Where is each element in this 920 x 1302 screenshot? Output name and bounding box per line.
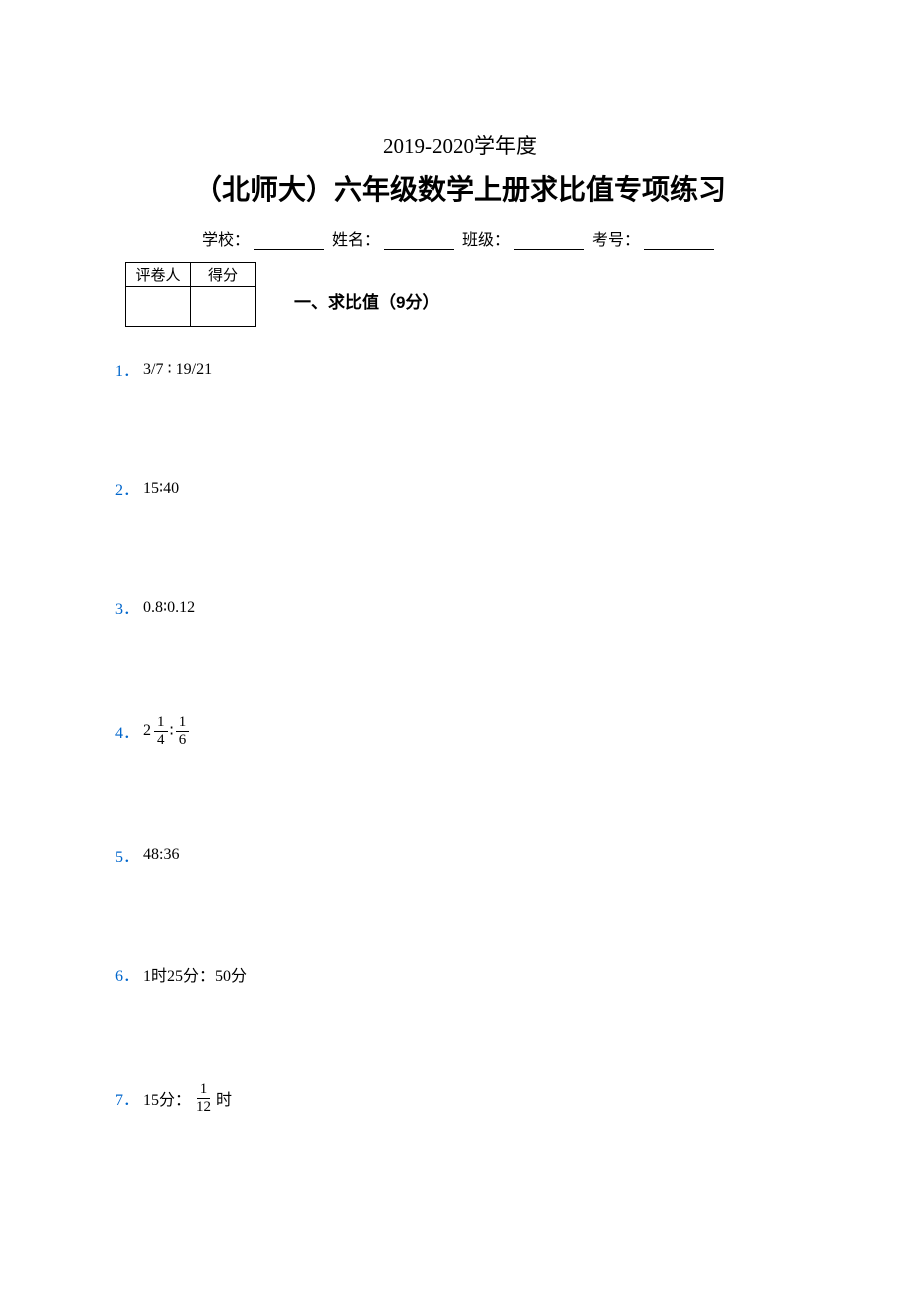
- examno-label: 考号：: [592, 232, 640, 249]
- class-label: 班级：: [462, 232, 510, 249]
- suffix-text: 时: [216, 1086, 232, 1110]
- problem-6: 6． 1时25分：50分: [115, 962, 810, 986]
- problem-text: 48:36: [143, 846, 179, 864]
- fraction-denominator: 12: [193, 1099, 214, 1116]
- year-line: 2019-2020学年度: [110, 130, 810, 160]
- problem-number: 1．: [115, 357, 139, 381]
- score-cell: [191, 287, 256, 327]
- page-title: （北师大）六年级数学上册求比值专项练习: [110, 168, 810, 208]
- mixed-whole: 2: [143, 722, 151, 740]
- problem-number: 6．: [115, 962, 139, 986]
- school-label: 学校：: [202, 232, 250, 249]
- score-table: 评卷人 得分: [125, 262, 256, 327]
- problem-text: 3/7 ∶ 19/21: [143, 359, 212, 379]
- problem-text: 15∶40: [143, 478, 179, 498]
- examno-blank: [644, 232, 714, 250]
- problem-7: 7． 15分： 1 12 时: [115, 1081, 810, 1115]
- problem-text: 2 1 4 ∶ 1 6: [143, 714, 191, 748]
- section-title: 一、求比值（9分）: [294, 288, 439, 313]
- fraction-2: 1 6: [176, 714, 190, 748]
- problem-3: 3． 0.8∶0.12: [115, 595, 810, 619]
- problem-text: 1时25分：50分: [143, 962, 247, 986]
- score-header: 得分: [191, 263, 256, 287]
- name-blank: [384, 232, 454, 250]
- name-label: 姓名：: [332, 232, 380, 249]
- class-blank: [514, 232, 584, 250]
- problem-number: 5．: [115, 843, 139, 867]
- problem-number: 7．: [115, 1086, 139, 1110]
- grader-cell: [126, 287, 191, 327]
- problems-list: 1． 3/7 ∶ 19/21 2． 15∶40 3． 0.8∶0.12 4． 2…: [115, 357, 810, 1115]
- problem-text: 15分： 1 12 时: [143, 1081, 232, 1115]
- grader-header: 评卷人: [126, 263, 191, 287]
- problem-4: 4． 2 1 4 ∶ 1 6: [115, 714, 810, 748]
- fraction-1: 1 4: [154, 714, 168, 748]
- problem-1: 1． 3/7 ∶ 19/21: [115, 357, 810, 381]
- problem-text: 0.8∶0.12: [143, 597, 195, 617]
- school-blank: [254, 232, 324, 250]
- fraction-denominator: 4: [154, 732, 168, 749]
- fraction-numerator: 1: [176, 714, 190, 732]
- problem-number: 4．: [115, 719, 139, 743]
- problem-5: 5． 48:36: [115, 843, 810, 867]
- problem-2: 2． 15∶40: [115, 476, 810, 500]
- fraction-denominator: 6: [176, 732, 190, 749]
- prefix-text: 15分：: [143, 1086, 191, 1110]
- ratio-colon: ∶: [170, 721, 174, 741]
- problem-number: 2．: [115, 476, 139, 500]
- fraction-numerator: 1: [197, 1081, 211, 1099]
- fraction: 1 12: [193, 1081, 214, 1115]
- student-info-line: 学校： 姓名： 班级： 考号：: [110, 226, 810, 250]
- problem-number: 3．: [115, 595, 139, 619]
- fraction-numerator: 1: [154, 714, 168, 732]
